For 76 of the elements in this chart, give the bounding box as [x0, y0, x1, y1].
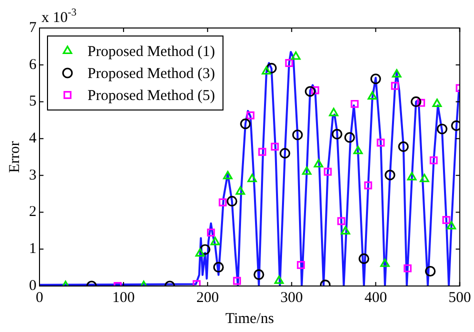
point: [420, 174, 430, 182]
point: [254, 269, 264, 280]
legend-label: Proposed Method (1): [88, 44, 215, 60]
y-tick-label: 6: [29, 56, 37, 73]
x-tick-label: 300: [280, 290, 303, 306]
legend-label: Proposed Method (5): [88, 88, 215, 104]
y-tick-label: 7: [29, 20, 37, 36]
point: [200, 244, 210, 255]
point: [291, 51, 301, 60]
point: [392, 69, 402, 78]
x-tick-label: 500: [448, 290, 471, 306]
point: [417, 98, 426, 107]
point: [270, 142, 279, 151]
point: [311, 86, 320, 94]
point: [337, 217, 346, 226]
y-tick-label: 3: [29, 167, 36, 184]
point: [302, 166, 312, 175]
point: [398, 141, 409, 152]
point: [233, 276, 241, 285]
point: [274, 276, 284, 284]
point: [324, 168, 332, 176]
point: [432, 98, 442, 107]
point: [266, 62, 277, 74]
x-tick-label: 400: [364, 290, 387, 306]
point: [425, 266, 436, 277]
point: [218, 198, 227, 206]
point: [410, 96, 422, 108]
point: [262, 66, 272, 75]
point: [350, 100, 359, 108]
y-tick-label: 4: [29, 130, 37, 147]
point: [314, 159, 324, 168]
x-tick-label: 200: [196, 290, 219, 306]
legend-label: Proposed Method (3): [88, 66, 215, 82]
point: [226, 196, 238, 207]
point: [304, 86, 316, 97]
x-axis-title: Time/ns: [225, 310, 274, 327]
point: [376, 138, 385, 147]
point: [296, 261, 305, 269]
point: [285, 59, 294, 67]
point: [223, 170, 232, 180]
point: [407, 172, 417, 180]
y-tick-label: 1: [29, 241, 36, 258]
point: [384, 170, 396, 180]
point: [368, 91, 378, 100]
point: [328, 108, 338, 116]
point: [240, 118, 251, 130]
point: [380, 258, 390, 267]
point: [213, 262, 224, 273]
y-axis-title: Error: [6, 141, 23, 173]
point: [247, 174, 257, 182]
point: [391, 82, 400, 90]
point: [436, 124, 448, 134]
point: [404, 264, 412, 272]
point: [364, 181, 372, 190]
point: [332, 128, 342, 140]
point: [236, 186, 246, 195]
point: [195, 248, 205, 257]
point: [340, 226, 350, 234]
y-tick-label: 0: [29, 278, 36, 294]
point: [258, 148, 266, 156]
point: [430, 156, 438, 164]
point: [446, 220, 456, 230]
point: [370, 74, 381, 84]
point: [280, 148, 290, 159]
y-tick-label: 5: [29, 94, 36, 110]
point: [358, 253, 370, 264]
point: [210, 236, 220, 246]
point: [246, 111, 254, 120]
x-tick-label: 100: [112, 290, 135, 306]
point: [192, 280, 201, 286]
y-tick-label: 2: [29, 204, 36, 220]
point: [353, 146, 363, 154]
point: [206, 228, 215, 237]
point: [292, 130, 303, 140]
point: [344, 132, 355, 143]
point: [442, 216, 450, 224]
